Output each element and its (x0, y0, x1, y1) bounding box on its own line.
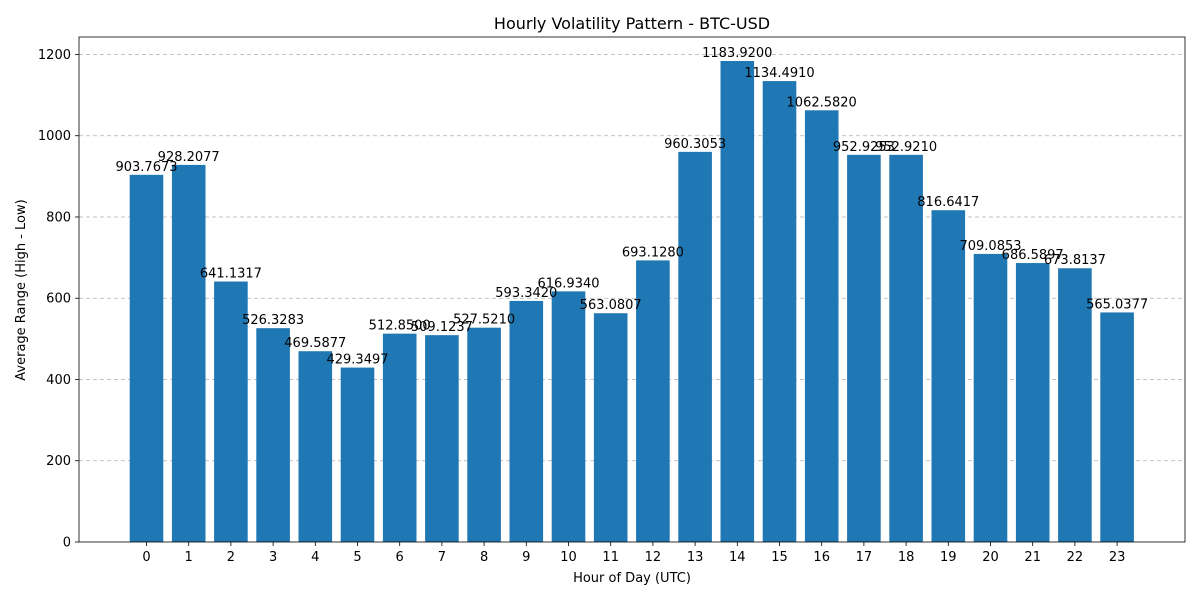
bar-value-label: 565.0377 (1086, 297, 1148, 312)
bar-value-label: 641.1317 (200, 267, 262, 282)
bar-value-label: 928.2077 (158, 150, 220, 165)
bar (636, 260, 670, 542)
bar (171, 164, 206, 543)
bar (889, 154, 923, 543)
plot-frame (78, 36, 1186, 543)
bar (762, 81, 797, 543)
chart-title: Hourly Volatility Pattern - BTC-USD (494, 14, 770, 33)
x-tick-label: 21 (1024, 550, 1041, 565)
x-tick-label: 9 (522, 550, 530, 565)
bar-value-label: 952.9253 (833, 140, 895, 155)
x-tick-label: 22 (1067, 550, 1084, 565)
x-tick-label: 18 (898, 550, 915, 565)
bar-value-label: 709.0853 (959, 239, 1021, 254)
x-tick-label: 8 (480, 550, 488, 565)
bar-value-label: 693.1280 (622, 245, 684, 260)
bar (382, 333, 417, 542)
x-axis-label: Hour of Day (UTC) (573, 571, 691, 586)
bar-value-label: 952.9210 (875, 140, 937, 155)
bar-value-label: 512.8500 (369, 319, 431, 334)
bar (804, 110, 839, 542)
x-tick-label: 1 (185, 550, 193, 565)
bar (931, 210, 966, 542)
x-tick-label: 13 (687, 550, 704, 565)
bar-value-label: 686.5897 (1002, 248, 1064, 263)
bar-value-label: 960.3053 (664, 137, 726, 152)
bar-value-label: 563.0807 (580, 298, 642, 313)
bar (467, 327, 501, 542)
bar (256, 328, 290, 542)
x-tick-label: 11 (602, 550, 619, 565)
x-tick-label: 10 (560, 550, 577, 565)
bars (129, 61, 1134, 543)
y-tick-label: 400 (46, 373, 71, 388)
y-tick-label: 800 (46, 210, 71, 225)
bar-value-label: 509.1237 (411, 320, 473, 335)
bar (720, 61, 755, 542)
bar (847, 154, 881, 542)
bar (1058, 268, 1092, 542)
y-tick-label: 200 (46, 454, 71, 469)
bar-value-label: 1134.4910 (744, 66, 814, 81)
y-tick-label: 1000 (38, 129, 71, 144)
bar-value-label: 527.5210 (453, 313, 515, 328)
bar (214, 281, 248, 542)
y-tick-label: 600 (46, 292, 71, 307)
bar (973, 253, 1008, 543)
x-tick-label: 14 (729, 550, 746, 565)
bar-value-label: 429.3497 (326, 353, 388, 368)
bar (551, 291, 586, 542)
x-tick-label: 5 (353, 550, 361, 565)
bar (1100, 312, 1134, 542)
x-tick-label: 0 (142, 550, 150, 565)
bar (678, 151, 712, 543)
x-tick-label: 19 (940, 550, 957, 565)
bar-value-label: 816.6417 (917, 195, 979, 210)
bar-value-label: 1062.5820 (787, 95, 857, 110)
y-tick-label: 0 (63, 536, 71, 551)
x-tick-label: 12 (645, 550, 662, 565)
bar (425, 335, 459, 542)
x-tick-label: 4 (311, 550, 319, 565)
x-tick-label: 16 (813, 550, 830, 565)
x-tick-label: 2 (227, 550, 235, 565)
y-axis-ticks: 0 200 400 600 800 1000 1200 (38, 48, 79, 551)
bar (298, 351, 333, 542)
bar (340, 367, 375, 542)
bar-value-label: 616.9340 (537, 276, 599, 291)
bar (593, 313, 628, 542)
bar-value-label: 593.3420 (495, 286, 557, 301)
bar-value-label: 673.8137 (1044, 253, 1106, 268)
bar (1015, 263, 1050, 542)
x-tick-label: 20 (982, 550, 999, 565)
bar (509, 300, 544, 542)
y-tick-label: 1200 (38, 48, 71, 63)
x-tick-label: 23 (1109, 550, 1126, 565)
y-axis-label: Average Range (High - Low) (14, 199, 29, 380)
x-tick-label: 7 (438, 550, 446, 565)
bar-value-label: 526.3283 (242, 313, 304, 328)
x-tick-label: 17 (856, 550, 873, 565)
bar (129, 174, 164, 542)
x-axis-ticks: 0 1 2 3 4 5 6 7 8 9 10 11 12 13 14 15 16 17 18 19 20 21 22 23 (142, 542, 1125, 565)
x-tick-label: 3 (269, 550, 277, 565)
bar-value-label: 903.7673 (115, 160, 177, 175)
bar-value-label: 1183.9200 (702, 46, 772, 61)
bar-value-label: 469.5877 (284, 336, 346, 351)
x-tick-label: 15 (771, 550, 788, 565)
x-tick-label: 6 (396, 550, 404, 565)
